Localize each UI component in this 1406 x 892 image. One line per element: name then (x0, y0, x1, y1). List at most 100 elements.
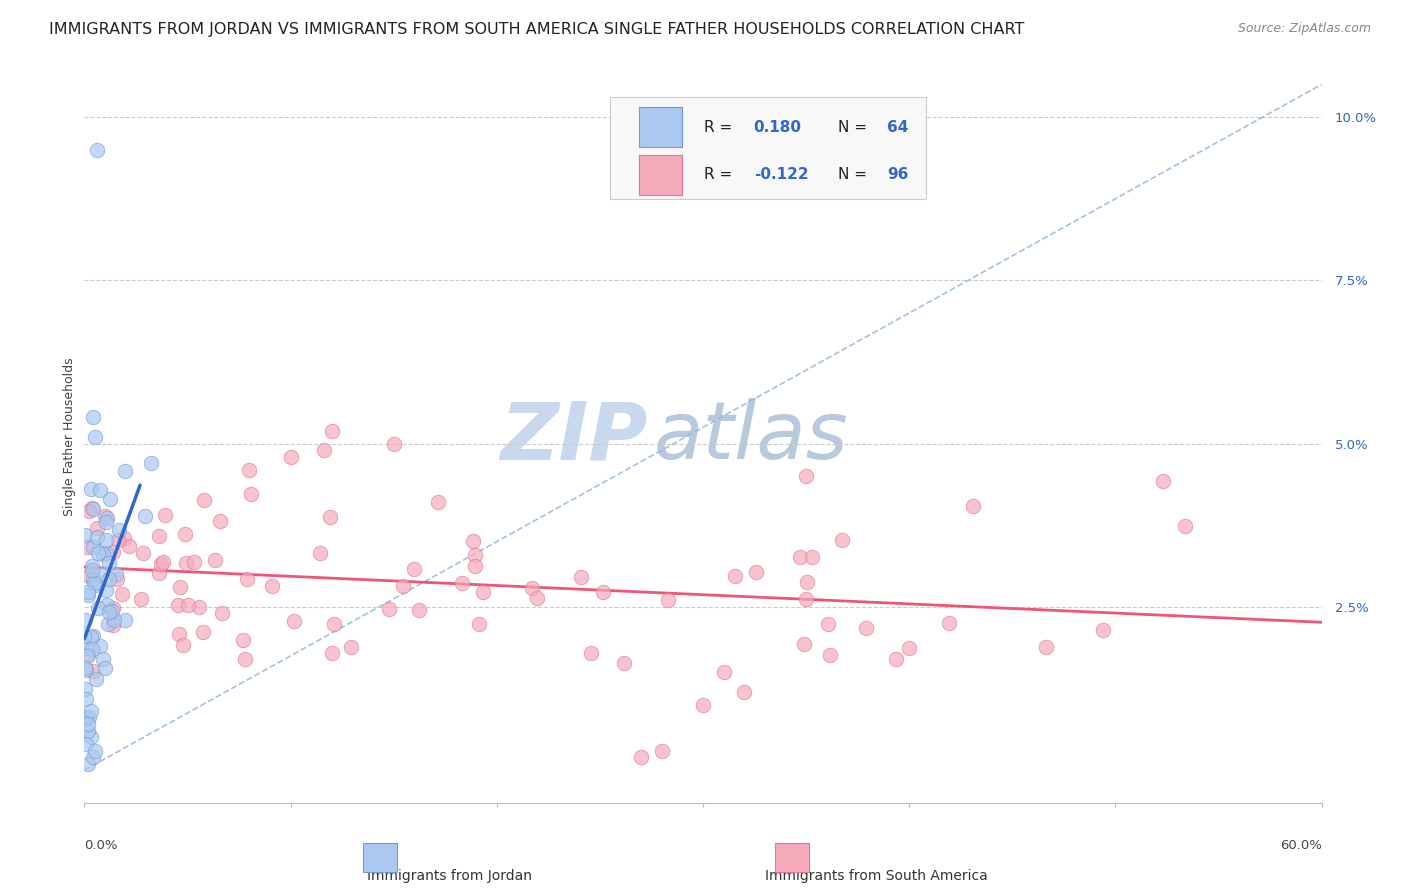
Point (211, 606, 233, 620)
Point (630, 750, 652, 764)
Point (193, 493, 215, 508)
Text: ZIP: ZIP (501, 398, 647, 476)
Point (657, 593, 679, 607)
Point (817, 617, 839, 632)
Point (91, 652, 114, 666)
FancyBboxPatch shape (775, 843, 810, 872)
Point (962, 499, 984, 513)
Point (239, 487, 262, 501)
Point (280, 450, 302, 464)
Point (467, 616, 489, 631)
Point (77, 648, 100, 663)
Point (426, 494, 449, 508)
Point (132, 546, 155, 560)
Point (831, 533, 853, 547)
Point (97, 616, 120, 631)
Point (174, 556, 197, 570)
Point (98, 556, 121, 570)
Point (391, 578, 413, 592)
Point (86, 600, 108, 615)
Point (77, 717, 100, 731)
Text: 60.0%: 60.0% (1279, 839, 1322, 853)
Point (84, 673, 107, 687)
Point (260, 579, 283, 593)
Point (283, 614, 305, 628)
Point (76, 649, 98, 664)
Point (82, 642, 104, 657)
FancyBboxPatch shape (638, 154, 682, 194)
Point (105, 572, 128, 586)
Point (82, 559, 104, 574)
Point (472, 585, 495, 599)
Point (723, 569, 745, 583)
Point (104, 566, 127, 581)
Point (340, 640, 363, 654)
Text: N =: N = (838, 168, 872, 182)
Point (897, 641, 920, 656)
Point (82, 629, 104, 643)
Point (82, 750, 104, 764)
Point (789, 549, 811, 564)
Point (91, 547, 114, 561)
Point (77, 709, 100, 723)
Point (1152, 474, 1174, 488)
Point (98, 491, 121, 506)
Text: Immigrants from South America: Immigrants from South America (765, 869, 987, 882)
Text: 0.0%: 0.0% (84, 839, 118, 853)
Point (94, 515, 117, 529)
Point (73, 629, 96, 643)
Point (236, 572, 259, 586)
Point (73, 660, 96, 674)
Y-axis label: Single Father Households: Single Father Households (63, 358, 76, 516)
Point (191, 624, 214, 639)
Point (569, 569, 592, 583)
Point (107, 523, 129, 537)
Point (96, 599, 118, 613)
Point (167, 626, 190, 640)
Point (77, 585, 100, 599)
Point (1174, 519, 1197, 533)
Point (745, 565, 768, 579)
Point (153, 508, 176, 522)
FancyBboxPatch shape (363, 843, 398, 872)
Point (129, 591, 152, 606)
Point (89, 483, 111, 497)
Point (884, 652, 907, 666)
Point (112, 531, 135, 545)
Point (114, 464, 136, 478)
Point (75, 528, 97, 542)
Text: N =: N = (838, 120, 872, 135)
Point (111, 587, 134, 601)
Point (651, 743, 673, 757)
Point (1035, 640, 1057, 655)
Point (94, 546, 117, 560)
FancyBboxPatch shape (610, 97, 925, 200)
Point (1091, 623, 1114, 637)
Point (208, 514, 231, 528)
Point (314, 442, 336, 457)
Point (402, 562, 425, 576)
Point (117, 539, 139, 553)
Point (75, 711, 97, 725)
Point (152, 555, 174, 569)
Point (321, 646, 343, 660)
Point (83, 576, 105, 591)
Point (86, 530, 108, 544)
Point (114, 613, 136, 627)
Text: IMMIGRANTS FROM JORDAN VS IMMIGRANTS FROM SOUTH AMERICA SINGLE FATHER HOUSEHOLDS: IMMIGRANTS FROM JORDAN VS IMMIGRANTS FRO… (49, 22, 1025, 37)
Text: Immigrants from Jordan: Immigrants from Jordan (367, 869, 531, 882)
Point (938, 616, 960, 631)
Point (101, 601, 124, 615)
Point (76, 641, 98, 656)
Point (177, 598, 200, 612)
Point (82, 540, 104, 554)
Point (90, 567, 112, 582)
Point (408, 603, 430, 617)
Point (150, 558, 173, 572)
Point (232, 632, 254, 647)
Point (77, 756, 100, 771)
Point (94, 583, 117, 598)
Point (187, 600, 209, 615)
Point (75, 663, 97, 677)
Point (98, 605, 121, 619)
